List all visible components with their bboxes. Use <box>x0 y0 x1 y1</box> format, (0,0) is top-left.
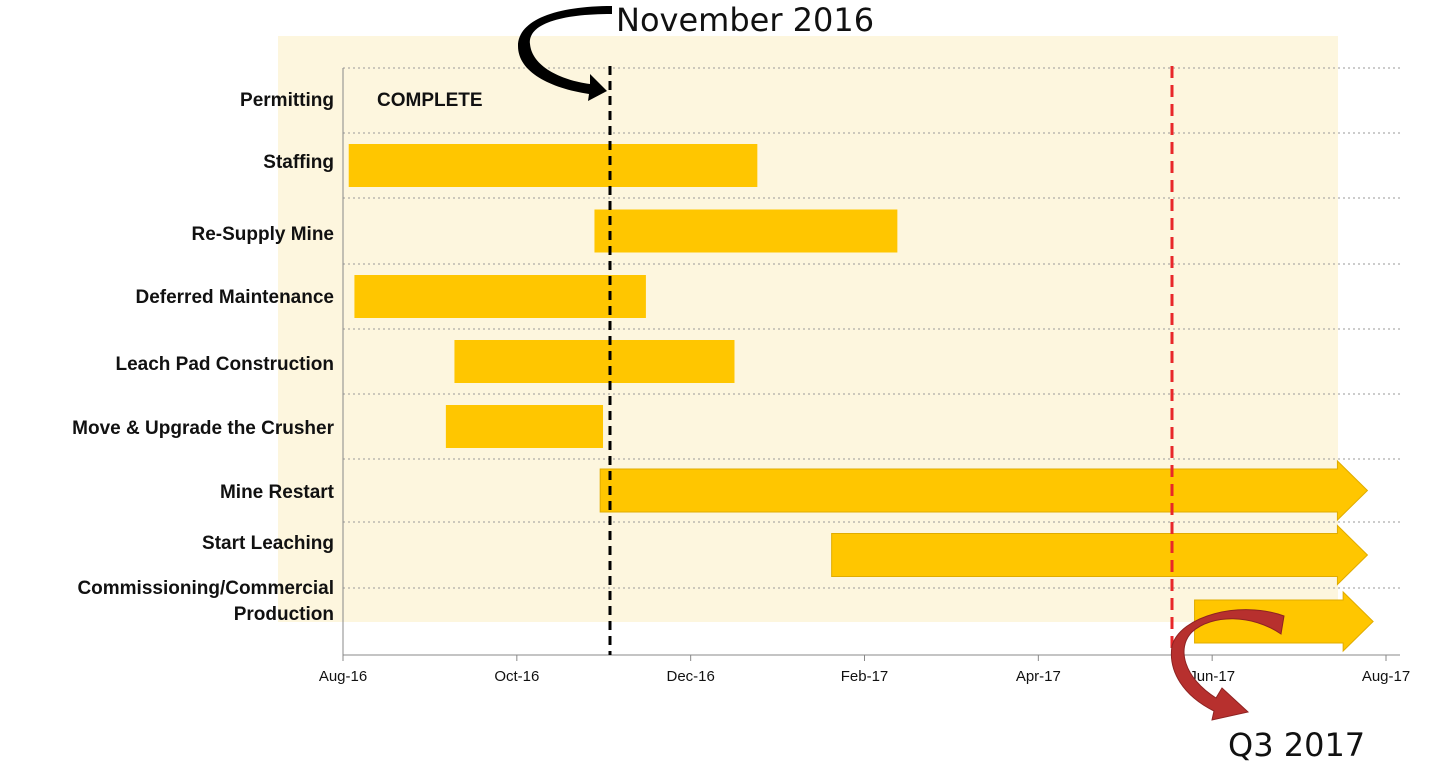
task-bar <box>454 340 735 383</box>
target-date-curved-arrow <box>1170 609 1285 721</box>
task-label: Mine Restart <box>220 482 335 503</box>
task-label: Permitting <box>240 90 334 111</box>
x-tick-label: Aug-17 <box>1362 668 1410 685</box>
task-label: Re-Supply Mine <box>191 224 334 245</box>
x-tick-label: Aug-16 <box>319 668 367 685</box>
task-label: Deferred Maintenance <box>135 287 334 308</box>
x-tick-label: Oct-16 <box>494 668 539 685</box>
x-tick-label: Jun-17 <box>1189 668 1235 685</box>
task-label: Start Leaching <box>202 533 334 554</box>
task-bar <box>354 275 646 318</box>
task-bar <box>445 405 604 448</box>
x-tick-label: Apr-17 <box>1016 668 1061 685</box>
task-bar-arrow <box>831 524 1369 586</box>
task-bar-arrow <box>1194 590 1374 653</box>
target-date-label: Q3 2017 <box>1228 726 1365 764</box>
task-label: Move & Upgrade the Crusher <box>72 418 334 439</box>
task-bar-arrow <box>599 459 1369 522</box>
task-bar <box>348 144 758 187</box>
permitting-status-label: COMPLETE <box>377 90 483 111</box>
x-tick-label: Feb-17 <box>841 668 889 685</box>
task-label: Staffing <box>263 152 334 173</box>
task-label: Leach Pad Construction <box>115 354 334 375</box>
current-date-curved-arrow <box>518 6 612 101</box>
current-date-label: November 2016 <box>616 1 874 39</box>
task-bar <box>594 209 898 253</box>
task-label: Commissioning/Commercial Production <box>77 578 334 625</box>
x-tick-label: Dec-16 <box>666 668 714 685</box>
